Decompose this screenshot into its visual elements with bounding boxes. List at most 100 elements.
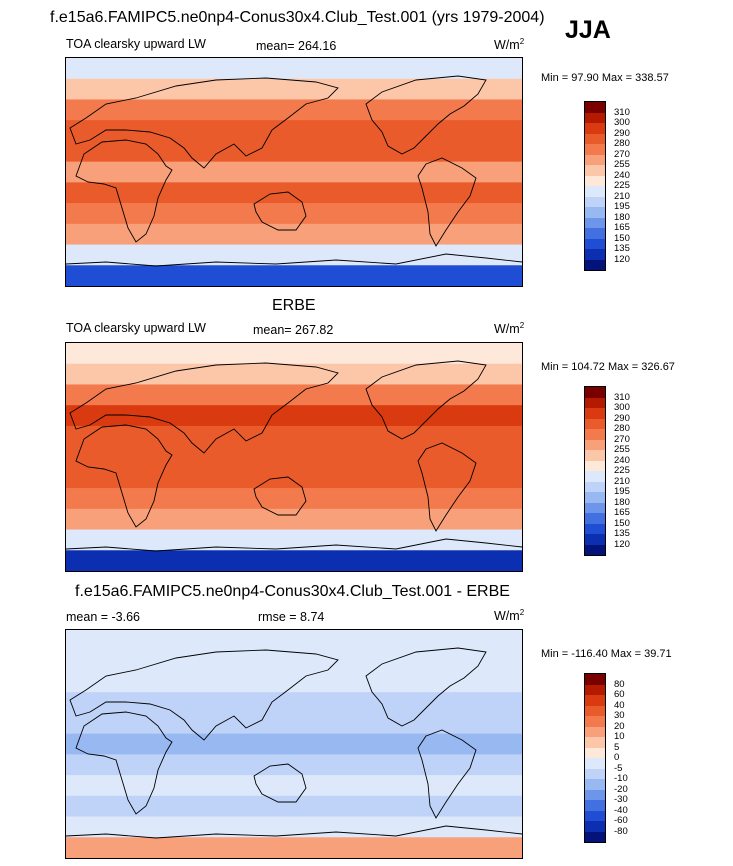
colorbar-tick-label: -80 <box>614 825 628 837</box>
colorbar-tick-label: 135 <box>614 528 630 539</box>
colorbar-swatch <box>585 387 605 398</box>
colorbar-swatch <box>585 144 605 155</box>
lat-band <box>66 203 522 225</box>
colorbar-tick-label: -60 <box>614 815 628 826</box>
lat-band <box>66 265 522 286</box>
colorbar-tick-label: 0 <box>614 752 620 763</box>
lat-band <box>66 223 522 246</box>
colorbar-swatch <box>585 684 605 695</box>
coastline <box>417 157 477 247</box>
panel2-map <box>65 342 523 572</box>
panel1-map-field <box>66 58 522 286</box>
lat-band <box>66 630 522 652</box>
panel3-units: W/m2 <box>494 608 525 624</box>
panel3-map <box>65 629 523 859</box>
colorbar-tick-label: 310 <box>614 391 630 403</box>
coastline <box>66 253 522 267</box>
lat-band <box>66 733 522 755</box>
colorbar-tick-label: 120 <box>614 538 630 550</box>
panel1-units: W/m2 <box>494 37 525 53</box>
colorbar-tick-label: 180 <box>614 211 630 223</box>
colorbar-swatch <box>585 154 605 165</box>
colorbar-swatch <box>585 821 605 832</box>
colorbar-swatch <box>585 418 605 429</box>
lat-band <box>66 99 522 121</box>
lat-band <box>66 754 522 776</box>
coastline <box>75 711 173 815</box>
panel3-title: f.e15a6.FAMIPC5.ne0np4-Conus30x4.Club_Te… <box>75 583 510 600</box>
season-label: JJA <box>565 16 611 44</box>
colorbar-tick-label: 290 <box>614 127 630 139</box>
panel2-colorbar <box>584 386 606 556</box>
colorbar-tick-label: 5 <box>614 741 620 753</box>
lat-band <box>66 343 522 365</box>
colorbar-swatch <box>585 768 605 779</box>
lat-band <box>66 161 522 183</box>
panel2-minmax: Min = 104.72 Max = 326.67 <box>541 361 675 373</box>
colorbar-swatch <box>585 726 605 737</box>
colorbar-swatch <box>585 481 605 492</box>
colorbar-swatch <box>585 133 605 144</box>
lat-band <box>66 182 522 204</box>
panel1-minmax: Min = 97.90 Max = 338.57 <box>541 72 669 84</box>
colorbar-tick-label: 300 <box>614 117 630 128</box>
colorbar-swatch <box>585 810 605 821</box>
lat-band <box>66 467 522 489</box>
colorbar-swatch <box>585 102 605 113</box>
colorbar-swatch <box>585 165 605 176</box>
panel3-mean-label: mean = -3.66 <box>66 610 141 624</box>
colorbar-tick-label: 280 <box>614 138 630 149</box>
coastline <box>69 649 339 741</box>
panel3-minmax: Min = -116.40 Max = 39.71 <box>541 648 672 660</box>
colorbar-tick-label: 165 <box>614 222 630 233</box>
colorbar-tick-label: 270 <box>614 433 630 445</box>
colorbar-swatch <box>585 758 605 769</box>
panel1-colorbar <box>584 101 606 271</box>
lat-band <box>66 671 522 693</box>
coastline <box>69 77 339 169</box>
colorbar-swatch <box>585 800 605 811</box>
colorbar-swatch <box>585 534 605 545</box>
colorbar-swatch <box>585 439 605 450</box>
colorbar-tick-label: 180 <box>614 496 630 508</box>
colorbar-swatch <box>585 502 605 513</box>
panel2-map-field <box>66 343 522 571</box>
panel1-field-label: TOA clearsky upward LW <box>66 37 206 51</box>
colorbar-tick-label: 210 <box>614 475 630 487</box>
colorbar-swatch <box>585 186 605 197</box>
colorbar-swatch <box>585 737 605 748</box>
panel3-map-field <box>66 630 522 858</box>
lat-band <box>66 446 522 468</box>
colorbar-swatch <box>585 831 605 842</box>
lat-band <box>66 384 522 406</box>
colorbar-swatch <box>585 112 605 123</box>
coastline <box>75 424 173 528</box>
panel1-map <box>65 57 523 287</box>
colorbar-swatch <box>585 544 605 555</box>
colorbar-tick-label: 270 <box>614 148 630 160</box>
colorbar-swatch <box>585 747 605 758</box>
colorbar-swatch <box>585 471 605 482</box>
colorbar-swatch <box>585 207 605 218</box>
colorbar-tick-label: 135 <box>614 243 630 254</box>
colorbar-swatch <box>585 249 605 260</box>
lat-band <box>66 837 522 858</box>
coastline <box>365 360 487 440</box>
coastline <box>69 362 339 454</box>
colorbar-tick-label: 150 <box>614 517 630 529</box>
colorbar-tick-label: 80 <box>614 678 625 690</box>
colorbar-tick-label: 280 <box>614 423 630 434</box>
colorbar-tick-label: 120 <box>614 253 630 265</box>
lat-band <box>66 775 522 797</box>
colorbar-tick-label: 225 <box>614 180 630 191</box>
panel3-rmse-label: rmse = 8.74 <box>258 610 325 624</box>
colorbar-tick-label: 150 <box>614 232 630 244</box>
coastline <box>253 763 307 803</box>
lat-band <box>66 712 522 735</box>
colorbar-swatch <box>585 123 605 134</box>
colorbar-tick-label: -10 <box>614 773 628 784</box>
main-title: f.e15a6.FAMIPC5.ne0np4-Conus30x4.Club_Te… <box>50 9 545 26</box>
lat-band <box>66 405 522 427</box>
colorbar-swatch <box>585 408 605 419</box>
lat-band <box>66 650 522 672</box>
